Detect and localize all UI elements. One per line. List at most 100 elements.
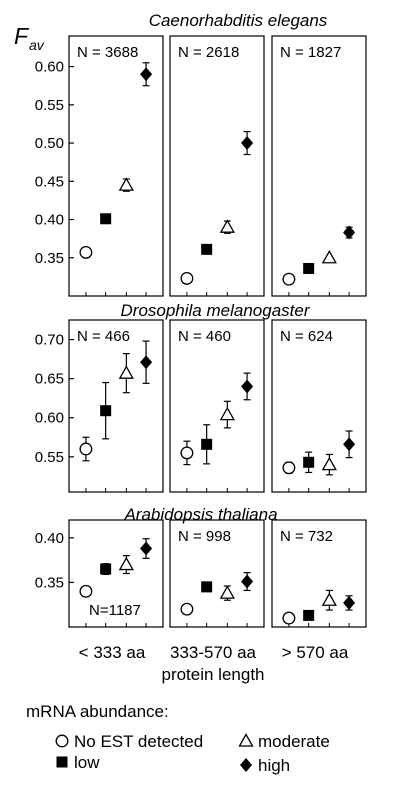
data-point (282, 461, 296, 475)
data-point (140, 67, 153, 82)
data-point (100, 405, 112, 417)
legend-item: high (240, 756, 290, 775)
sample-size-label: N = 3688 (77, 44, 138, 61)
y-tick-label: 0.70 (35, 332, 64, 349)
legend-title: mRNA abundance: (26, 702, 169, 721)
y-tick-label: 0.40 (35, 530, 64, 547)
data-point (241, 379, 254, 394)
legend: mRNA abundance: No EST detected moderate lo… (26, 702, 330, 775)
sample-size-label: N = 466 (77, 328, 130, 345)
data-point (219, 406, 235, 421)
data-point (321, 249, 337, 264)
y-tick-label: 0.60 (35, 59, 64, 76)
panel-frame (68, 319, 164, 493)
data-point (303, 262, 315, 274)
y-tick-label: 0.35 (35, 574, 64, 591)
panel-frame (169, 35, 265, 297)
data-point (79, 584, 93, 598)
species-panel-row: Drosophila melanogaster 0.55 0.60 0.65 0.70 N… (35, 301, 367, 493)
species-panel-row: Caenorhabditis elegans0.350.400.450.500.… (35, 11, 367, 297)
legend-label: low (74, 753, 100, 772)
panel: N = 2618 (169, 35, 265, 297)
y-tick-label: 0.65 (35, 371, 64, 388)
sample-size-label: N=1187 (89, 602, 141, 619)
data-point (140, 541, 153, 556)
panel-frame (169, 319, 265, 493)
species-title: Caenorhabditis elegans (149, 11, 328, 30)
y-tick-label: 0.55 (35, 449, 64, 466)
sample-size-label: N = 1827 (280, 44, 341, 61)
sample-size-label: N = 460 (178, 328, 231, 345)
data-point (118, 177, 134, 191)
y-tick-label: 0.50 (35, 135, 64, 152)
sample-size-label: N = 2618 (178, 44, 239, 61)
data-point (303, 456, 315, 468)
legend-marker (56, 756, 68, 768)
legend-marker (240, 758, 252, 772)
y-axis-label-main: F (14, 23, 30, 49)
legend-marker (238, 733, 254, 747)
data-point (118, 365, 134, 379)
legend-marker (55, 734, 69, 748)
y-axis-label-subscript: av (29, 37, 45, 53)
legend-label: high (258, 756, 290, 775)
data-point (282, 611, 296, 625)
legend-label: moderate (258, 732, 330, 751)
data-point (321, 456, 337, 471)
data-point (100, 213, 112, 225)
data-point (303, 609, 315, 621)
data-point (219, 219, 235, 233)
panel: 0.35 0.40 0.45 0.50 0.55 0.60 N = 3688 (35, 35, 164, 297)
data-point (201, 581, 213, 593)
data-point (79, 245, 93, 259)
y-tick-label: 0.35 (35, 250, 64, 267)
species-title: Drosophila melanogaster (121, 301, 311, 320)
x-axis-title: protein length (161, 665, 264, 684)
data-point (201, 243, 213, 255)
data-point (343, 437, 356, 452)
data-point (118, 556, 134, 571)
data-point (219, 585, 235, 599)
legend-item: moderate (238, 732, 330, 751)
panels: Caenorhabditis elegans0.350.400.450.500.… (35, 11, 367, 628)
x-category-label: 333-570 aa (170, 643, 257, 662)
data-point (79, 442, 93, 456)
panel: 0.35 0.40 N=1187 (35, 519, 164, 628)
data-point (241, 136, 254, 151)
panel: 0.55 0.60 0.65 0.70 N = 466 (35, 319, 164, 493)
data-point (100, 563, 112, 575)
y-axis-label: F av (14, 23, 45, 53)
data-point (343, 225, 356, 240)
data-point (321, 592, 337, 606)
panel: N = 624 (271, 319, 367, 493)
sample-size-label: N = 998 (178, 528, 231, 545)
panel-frame (271, 519, 367, 628)
legend-item: No EST detected (55, 732, 203, 751)
data-point (241, 574, 254, 589)
sample-size-label: N = 732 (280, 528, 333, 545)
panel-frame (271, 319, 367, 493)
data-point (343, 595, 356, 610)
x-category-label: < 333 aa (79, 643, 146, 662)
species-title: Arabidopsis thaliana (123, 505, 277, 524)
panel-frame (271, 35, 367, 297)
legend-label: No EST detected (74, 732, 203, 751)
sample-size-label: N = 624 (280, 328, 333, 345)
data-point (180, 446, 194, 460)
panel-frame (68, 35, 164, 297)
y-tick-label: 0.40 (35, 212, 64, 229)
y-tick-label: 0.55 (35, 97, 64, 114)
x-category-labels: < 333 aa 333-570 aa protein length > 570 aa (79, 643, 349, 684)
data-point (201, 438, 213, 450)
legend-item: low (56, 753, 100, 772)
panel: N = 998 (169, 519, 265, 628)
panel-frame (169, 519, 265, 628)
data-point (282, 272, 296, 286)
panel: N = 1827 (271, 35, 367, 297)
panel: N = 732 (271, 519, 367, 628)
panel: N = 460 (169, 319, 265, 493)
species-panel-row: Arabidopsis thaliana 0.35 0.40 N=1187 N = 99… (35, 505, 367, 628)
data-point (140, 355, 153, 370)
x-category-label: > 570 aa (282, 643, 349, 662)
